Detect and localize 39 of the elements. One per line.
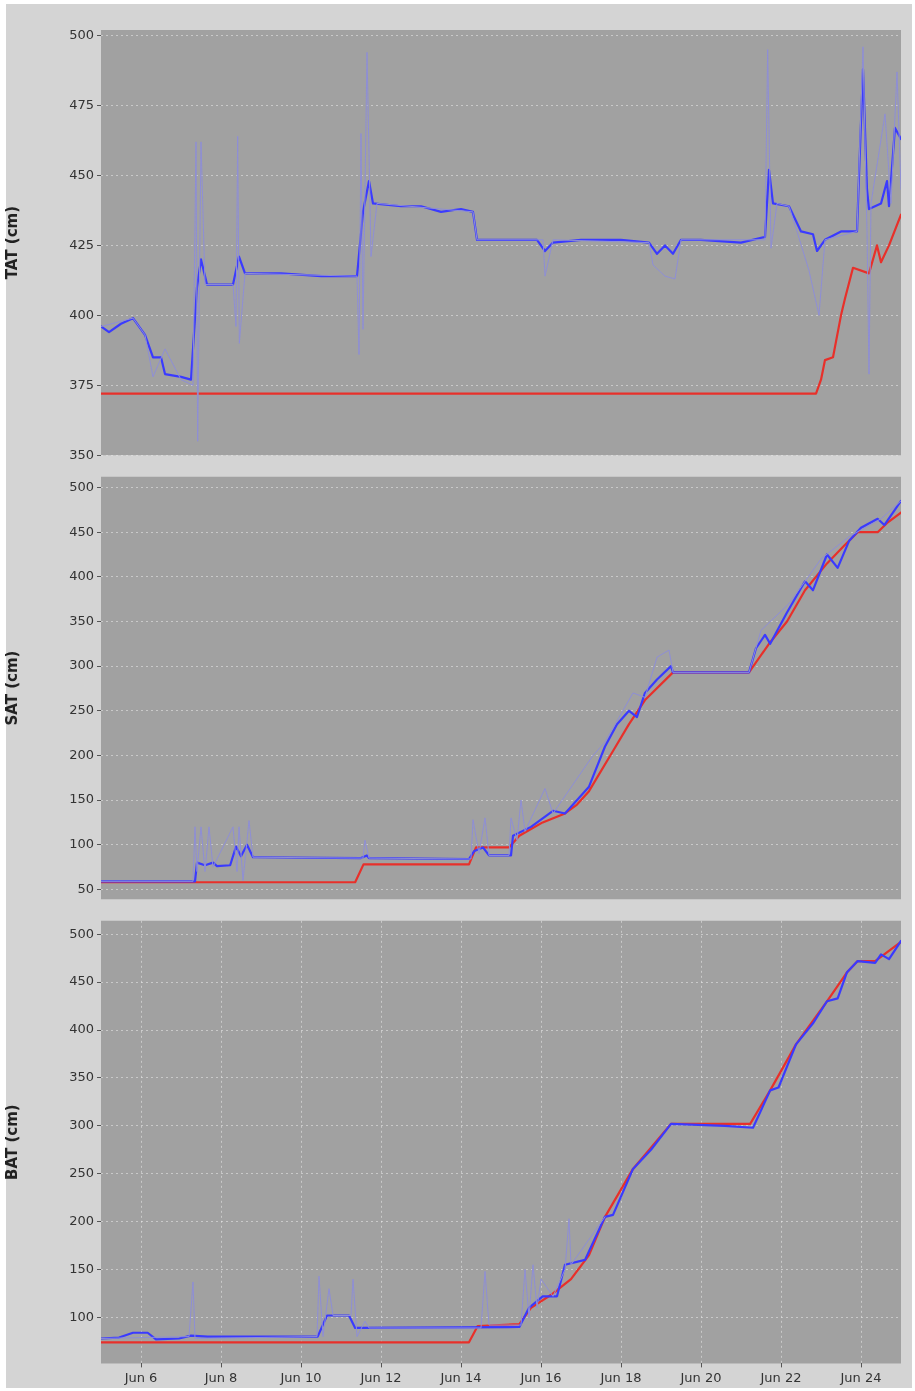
y-tick-label: 100 (69, 836, 94, 852)
y-tick-label: 150 (69, 1260, 94, 1276)
x-tick-label: Jun 18 (599, 1369, 642, 1385)
y-tick-label: 250 (69, 702, 94, 718)
y-tick-label: 500 (69, 26, 94, 42)
y-tick-label: 375 (69, 376, 94, 392)
x-tick-label: Jun 12 (359, 1369, 402, 1385)
x-tick-label: Jun 10 (279, 1369, 322, 1385)
y-axis-title: BAT (cm) (2, 1104, 21, 1180)
y-tick-label: 50 (77, 880, 94, 896)
y-tick-label: 300 (69, 1117, 94, 1133)
x-tick-label: Jun 14 (439, 1369, 482, 1385)
y-tick-label: 400 (69, 306, 94, 322)
y-tick-label: 300 (69, 657, 94, 673)
y-tick-label: 475 (69, 96, 94, 112)
x-tick-label: Jun 6 (123, 1369, 158, 1385)
x-tick-label: Jun 16 (519, 1369, 562, 1385)
y-tick-label: 450 (69, 166, 94, 182)
y-tick-label: 450 (69, 973, 94, 989)
y-tick-label: 350 (69, 612, 94, 628)
y-tick-label: 500 (69, 478, 94, 494)
y-axis-title: TAT (cm) (2, 206, 21, 280)
y-tick-label: 250 (69, 1165, 94, 1181)
x-tick-label: Jun 22 (759, 1369, 802, 1385)
y-tick-label: 200 (69, 1212, 94, 1228)
y-axis-title: SAT (cm) (2, 650, 21, 726)
y-tick-label: 450 (69, 523, 94, 539)
y-tick-label: 150 (69, 791, 94, 807)
y-tick-label: 500 (69, 925, 94, 941)
y-tick-label: 350 (69, 446, 94, 462)
y-tick-label: 400 (69, 1021, 94, 1037)
y-tick-label: 425 (69, 236, 94, 252)
x-tick-label: Jun 8 (203, 1369, 238, 1385)
y-tick-label: 200 (69, 746, 94, 762)
y-tick-label: 400 (69, 568, 94, 584)
y-tick-label: 350 (69, 1069, 94, 1085)
y-tick-label: 100 (69, 1308, 94, 1324)
x-tick-label: Jun 24 (839, 1369, 882, 1385)
x-tick-label: Jun 20 (679, 1369, 722, 1385)
